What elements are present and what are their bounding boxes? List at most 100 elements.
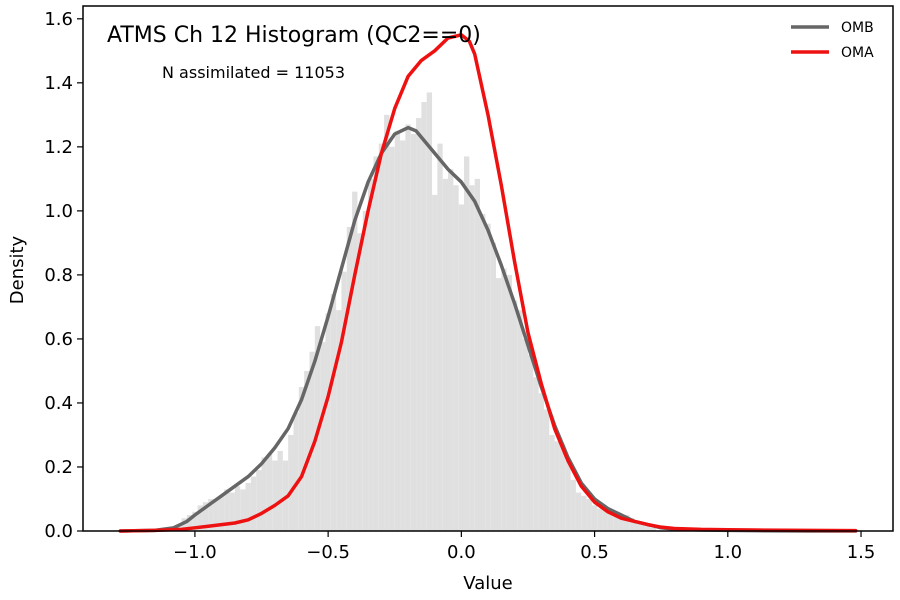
histogram-bar-21 [288,434,294,531]
histogram-bar-72 [559,444,566,531]
histogram-bar-85 [629,518,635,531]
histogram-bar-54 [464,156,470,531]
series-line-oma [118,33,858,533]
x-tick-label: 0.5 [580,542,609,563]
histogram-bar-44 [410,134,417,532]
x-tick-label: 1.5 [847,542,876,563]
histogram-bar-30 [336,310,342,531]
density-lines [118,33,858,533]
histogram-bar-78 [591,505,598,531]
histogram-bar-8 [218,495,225,531]
histogram-bar-34 [357,233,363,532]
histogram-bar-29 [330,294,337,531]
histogram-bar-63 [511,300,518,531]
y-tick-label: 0.4 [44,393,73,414]
x-axis-label: Value [463,573,512,594]
histogram-bar-23 [298,386,305,531]
histogram-bar-80 [602,508,608,531]
histogram-bar-47 [426,92,433,532]
histogram-bar-7 [213,498,219,531]
histogram-bar-81 [607,511,614,531]
histogram-bar-36 [368,178,374,531]
histogram-bar-83 [618,518,624,531]
y-tick-label: 1.2 [44,137,73,158]
histogram-bar-18 [272,460,278,531]
chart-title: ATMS Ch 12 Histogram (QC2==0) [107,23,481,48]
histogram-bar-75 [575,492,582,531]
histogram-bar-10 [229,492,235,531]
histogram-bar-39 [384,114,390,531]
histogram-bar-5 [202,502,209,531]
histogram-bar-53 [458,204,465,532]
histogram-bar-52 [453,185,459,531]
histogram-bar-86 [634,521,640,531]
histogram-bar-33 [352,191,358,532]
histogram-bar-4 [197,505,203,531]
histogram-bar-66 [527,354,534,531]
histogram-bar-50 [442,178,449,531]
histogram-bar-77 [586,498,592,531]
histogram-bar-40 [389,146,395,531]
histogram-bar-12 [240,489,246,531]
histogram-bar-68 [538,393,544,531]
histogram-bar-71 [554,441,560,531]
histogram-bar-46 [421,102,427,531]
y-tick-label: 1.0 [44,201,73,222]
y-tick-label: 1.4 [44,73,73,94]
plot-frame [82,5,894,532]
y-tick-label: 0.8 [44,265,73,286]
histogram-bar-57 [480,214,486,531]
histogram-bar-79 [597,508,603,531]
histogram-bar-59 [490,242,496,531]
histogram-bar-25 [309,351,315,531]
histogram-bar-19 [277,450,283,531]
histogram-bar-65 [522,338,528,531]
histogram-bar-82 [613,514,619,531]
histogram-bar-14 [250,476,257,531]
histogram-bar-15 [256,470,262,531]
histogram-bar-42 [400,140,406,531]
legend-label-omb: OMB [841,20,874,36]
histogram-bar-55 [469,185,475,531]
histogram-bar-62 [506,274,512,531]
histogram-bar-17 [266,454,273,531]
histogram-bar-84 [623,514,630,531]
histogram-bar-74 [570,479,576,531]
histogram-bar-51 [448,169,454,531]
y-tick-label: 0.2 [44,457,73,478]
histogram-bar-27 [320,342,326,531]
histogram-bar-35 [362,210,369,531]
histogram-bar-22 [293,412,299,531]
histogram-bar-41 [394,130,401,531]
y-tick-label: 1.6 [44,9,73,30]
histogram-bar-38 [378,143,385,531]
histogram-bars [176,92,656,532]
histogram-bar-11 [234,486,241,531]
x-tick-label: 1.0 [713,542,742,563]
histogram-bar-28 [325,313,331,531]
histogram-bar-67 [533,377,539,531]
histogram-bar-89 [650,527,656,531]
histogram-bar-60 [495,278,502,531]
y-axis-label: Density [7,235,28,304]
y-axis-ticks: 0.0 0.2 0.4 0.6 0.8 1.0 1.2 1.4 1.6 [44,9,83,542]
histogram-bar-45 [416,118,422,531]
histogram-bar-69 [543,409,550,531]
histogram-bar-73 [565,460,571,531]
histogram-bar-37 [373,156,379,531]
assimilated-count-annotation: N assimilated = 11053 [162,63,345,82]
x-tick-label: −1.0 [173,542,217,563]
x-axis-ticks: −1.0 −0.5 0.0 0.5 1.0 1.5 [173,531,875,563]
histogram-bar-32 [346,226,353,531]
histogram-bar-87 [639,524,646,531]
x-tick-label: −0.5 [306,542,350,563]
histogram-bar-56 [474,178,481,531]
y-tick-label: 0.0 [44,521,73,542]
y-tick-label: 0.6 [44,329,73,350]
histogram-bar-61 [501,268,507,531]
histogram-bar-64 [517,310,523,531]
histogram-bar-58 [485,223,491,531]
histogram-bar-76 [581,495,587,531]
legend: OMB OMA [791,20,874,61]
